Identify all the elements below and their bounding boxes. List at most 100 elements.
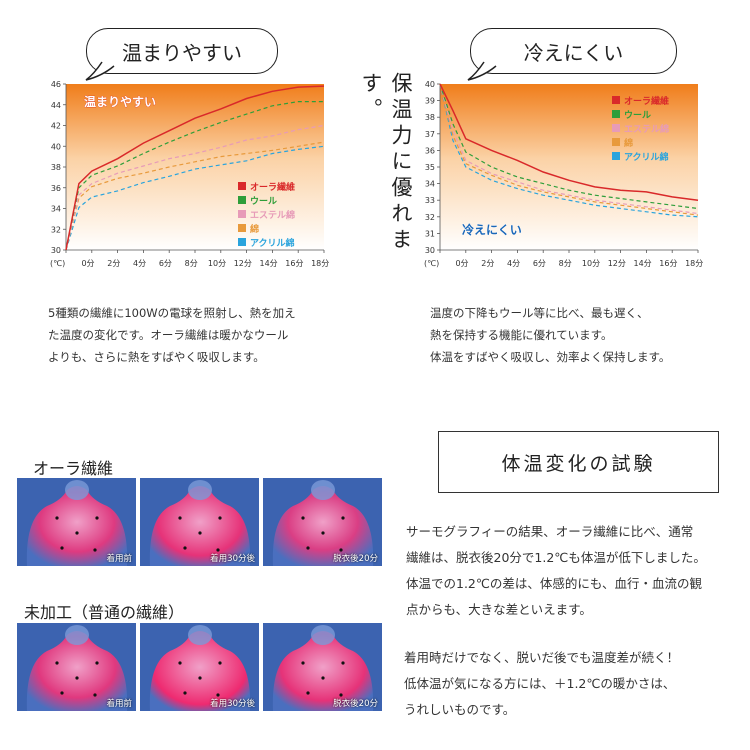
vertical-caption: 保温力に優れます。 xyxy=(359,72,413,254)
y-tick-label: 37 xyxy=(425,130,435,139)
legend-label: 綿 xyxy=(250,223,259,235)
legend-swatch xyxy=(238,182,246,190)
x-tick-label: 0分 xyxy=(81,259,94,268)
legend-swatch xyxy=(238,224,246,232)
warm-bubble: 温まりやすい xyxy=(86,28,278,74)
text-line: 熱を保持する機能に優れています。 xyxy=(430,328,613,342)
legend-swatch xyxy=(612,96,620,104)
text-line: 低体温が気になる方には、＋1.2℃の暖かさは、 xyxy=(404,676,676,691)
photo-caption: 着用30分後 xyxy=(210,699,255,709)
x-tick-label: 8分 xyxy=(185,259,198,268)
thermography-photo: 脱衣後20分 xyxy=(263,623,382,711)
y-tick-label: 36 xyxy=(425,146,435,155)
x-tick-label: 14分 xyxy=(260,259,278,268)
chart-inner-label: 温まりやすい xyxy=(84,95,156,109)
result-text: サーモグラフィーの結果、オーラ繊維に比べ、通常 繊維は、脱衣後20分で1.2℃も… xyxy=(406,519,706,623)
series-line xyxy=(439,83,699,215)
x-tick-label: 10分 xyxy=(582,259,600,268)
y-tick-label: 34 xyxy=(51,205,61,214)
legend-label: オーラ繊維 xyxy=(250,181,295,193)
text-line: 繊維は、脱衣後20分で1.2℃も体温が低下しました。 xyxy=(406,550,706,565)
y-tick-label: 30 xyxy=(425,246,435,255)
x-tick-label: 2分 xyxy=(481,259,494,268)
y-tick-label: 40 xyxy=(425,80,435,89)
legend-label: ウール xyxy=(250,196,277,207)
legend-swatch xyxy=(612,110,620,118)
y-tick-label: 35 xyxy=(425,163,435,172)
thermography-photo: 脱衣後20分 xyxy=(263,478,382,566)
y-tick-label: 34 xyxy=(425,180,435,189)
photo-caption: 脱衣後20分 xyxy=(333,699,378,709)
y-tick-label: 32 xyxy=(425,213,435,222)
text-line: 点からも、大きな差といえます。 xyxy=(406,602,592,617)
x-tick-label: 6分 xyxy=(159,259,172,268)
series-line xyxy=(439,83,699,210)
y-tick-label: 42 xyxy=(51,122,61,131)
x-tick-label: 10分 xyxy=(208,259,226,268)
thermography-photo: 着用30分後 xyxy=(140,623,259,711)
y-tick-label: 44 xyxy=(51,101,61,110)
series-line xyxy=(65,141,325,251)
y-tick-label: 30 xyxy=(51,246,61,255)
warm-bubble-tail xyxy=(85,61,115,81)
unit-label: (℃) xyxy=(424,259,439,268)
warming-chart: 30 32 34 36 38 40 42 44 46 0分 2分 4分 6分 8分 10分 12分 14分 16分… xyxy=(50,80,329,268)
series-line xyxy=(65,124,325,251)
x-tick-label: 4分 xyxy=(507,259,520,268)
cool-bubble: 冷えにくい xyxy=(470,28,677,74)
text-line: うれしいものです。 xyxy=(404,702,516,717)
x-tick-label: 16分 xyxy=(659,259,677,268)
photo-caption: 着用30分後 xyxy=(210,554,255,564)
photo-caption: 着用前 xyxy=(106,699,132,709)
legend-label: アクリル綿 xyxy=(624,151,669,163)
plain-section-label: 未加工（普通の繊維） xyxy=(24,603,185,622)
thermography-photo: 着用前 xyxy=(17,623,136,711)
photo-caption: 着用前 xyxy=(106,554,132,564)
text-line: 着用時だけでなく、脱いだ後でも温度差が続く！ xyxy=(404,650,680,665)
series-line xyxy=(439,83,699,218)
y-tick-label: 33 xyxy=(425,196,435,205)
legend-label: ウール xyxy=(624,110,651,121)
legend-label: エステル綿 xyxy=(624,123,669,135)
legend-swatch xyxy=(238,196,246,204)
legend-label: エステル綿 xyxy=(250,209,295,221)
photo-caption: 脱衣後20分 xyxy=(333,554,378,564)
series-line xyxy=(65,101,324,251)
legend-swatch xyxy=(612,124,620,132)
y-tick-label: 32 xyxy=(51,225,61,234)
text-line: 温度の下降もウール等に比べ、最も遅く、 xyxy=(430,306,649,320)
legend-label: アクリル綿 xyxy=(250,237,295,249)
closing-text: 着用時だけでなく、脱いだ後でも温度差が続く！ 低体温が気になる方には、＋1.2℃… xyxy=(404,645,679,723)
y-tick-label: 40 xyxy=(51,142,61,151)
y-tick-label: 36 xyxy=(51,184,61,193)
x-tick-label: 4分 xyxy=(133,259,146,268)
series-line xyxy=(439,83,699,201)
y-tick-label: 39 xyxy=(425,97,435,106)
series-line xyxy=(439,83,699,216)
legend-label: 綿 xyxy=(624,137,633,149)
cooling-description: 温度の下降もウール等に比べ、最も遅く、 熱を保持する機能に優れています。 体温を… xyxy=(430,302,670,368)
plot-background xyxy=(440,84,698,250)
x-tick-label: 18分 xyxy=(685,259,703,268)
text-line: 5種類の繊維に100Wの電球を照射し、熱を加え xyxy=(48,306,296,320)
warming-description: 5種類の繊維に100Wの電球を照射し、熱を加え た温度の変化です。オーラ繊維は暖… xyxy=(48,302,296,368)
series-line xyxy=(65,145,325,251)
text-line: た温度の変化です。オーラ繊維は暖かなウール xyxy=(48,328,289,342)
text-line: 体温での1.2℃の差は、体感的にも、血行・血流の観 xyxy=(406,576,703,591)
aura-section-label: オーラ繊維 xyxy=(33,459,114,478)
cooling-chart: 30 31 32 33 34 35 36 37 38 39 40 0分 2分 4分 6分 8分 10分 12分 14… xyxy=(424,80,703,268)
unit-label: (℃) xyxy=(50,259,65,268)
cool-bubble-tail xyxy=(467,61,497,81)
x-tick-label: 12分 xyxy=(608,259,626,268)
x-tick-label: 18分 xyxy=(311,259,329,268)
y-tick-label: 38 xyxy=(425,113,435,122)
x-tick-label: 2分 xyxy=(107,259,120,268)
legend-swatch xyxy=(612,152,620,160)
plot-background xyxy=(66,84,324,250)
x-tick-label: 8分 xyxy=(559,259,572,268)
legend-swatch xyxy=(612,138,620,146)
thermography-photo: 着用前 xyxy=(17,478,136,566)
chart-inner-label: 冷えにくい xyxy=(462,222,522,237)
legend-swatch xyxy=(238,238,246,246)
x-tick-label: 16分 xyxy=(285,259,303,268)
